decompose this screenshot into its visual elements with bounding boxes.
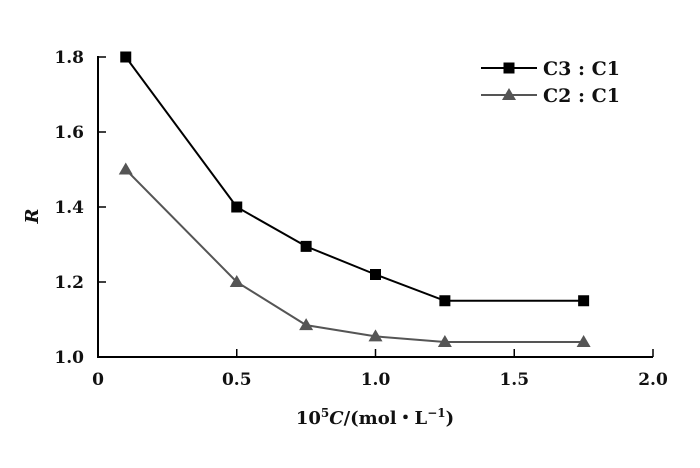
x-tick-label: 0 [92, 370, 104, 390]
triangle-marker [502, 88, 516, 100]
square-marker [578, 295, 590, 307]
series-group [118, 51, 591, 347]
y-tick-label: 1.0 [54, 348, 84, 368]
square-marker [120, 51, 132, 63]
square-marker [503, 62, 515, 74]
square-marker [439, 295, 451, 307]
axes: 0 0.5 1.0 1.5 2.0 1.0 1.2 1.4 1.6 1.8 [54, 48, 668, 390]
triangle-marker [299, 318, 314, 331]
triangle-marker [576, 335, 591, 347]
x-tick-label: 2.0 [638, 370, 668, 390]
series-triangle [118, 162, 591, 347]
y-axis-label: R [22, 208, 43, 224]
square-marker [231, 201, 243, 213]
x-tick-label: 0.5 [222, 370, 252, 390]
triangle-marker [437, 335, 452, 347]
legend-label: C2 : C1 [543, 85, 620, 107]
series-square [120, 51, 590, 307]
legend-label: C3 : C1 [543, 58, 620, 80]
triangle-marker [229, 275, 244, 287]
legend-entry: C3 : C1 [481, 58, 620, 80]
square-marker [300, 240, 312, 252]
triangle-marker [118, 162, 133, 175]
y-tick-label: 1.2 [54, 273, 84, 293]
legend: C3 : C1 C2 : C1 [481, 58, 620, 107]
legend-entry: C2 : C1 [481, 85, 620, 107]
y-tick-label: 1.6 [54, 123, 84, 143]
y-tick-label: 1.4 [54, 198, 84, 218]
series-line [124, 56, 584, 302]
series-line [125, 168, 584, 343]
x-tick-label: 1.0 [361, 370, 391, 390]
triangle-marker [368, 329, 383, 342]
square-marker [370, 269, 381, 280]
x-tick-label: 1.5 [499, 370, 529, 390]
x-axis-label: 105C/(mol・L−1) [296, 406, 454, 429]
y-tick-label: 1.8 [54, 48, 84, 68]
